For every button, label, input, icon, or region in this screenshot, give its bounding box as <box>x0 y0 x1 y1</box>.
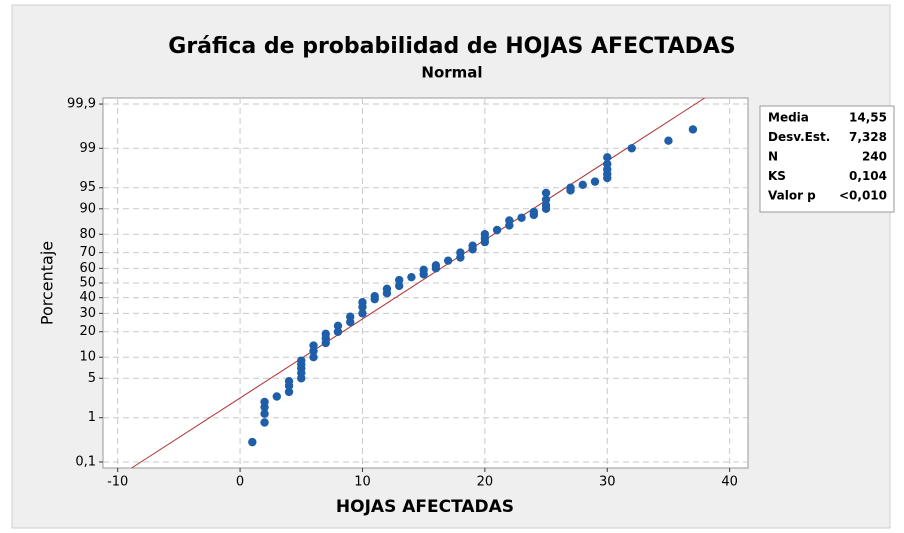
point <box>370 291 379 301</box>
y-tick-label: 80 <box>79 227 96 242</box>
point <box>505 216 514 225</box>
y-tick-label: 30 <box>79 306 96 321</box>
stat-label: N <box>768 150 778 164</box>
x-tick-label: -10 <box>107 475 128 490</box>
point <box>492 225 502 235</box>
point <box>358 309 367 318</box>
x-axis-title: HOJAS AFECTADAS <box>336 497 514 517</box>
stat-value: 240 <box>862 150 887 164</box>
stat-label: Valor p <box>768 189 816 203</box>
point <box>321 329 330 339</box>
point <box>260 418 269 427</box>
y-axis-title: Porcentaje <box>38 241 57 325</box>
point <box>358 298 367 307</box>
point <box>578 180 587 190</box>
y-tick-label: 50 <box>79 276 96 291</box>
y-tick-label: 40 <box>79 290 96 305</box>
point <box>419 265 428 275</box>
x-tick-label: 20 <box>477 475 494 490</box>
point <box>431 261 441 270</box>
point <box>272 392 281 401</box>
y-tick-label: 10 <box>79 350 96 365</box>
y-tick-label: 0,1 <box>75 454 96 469</box>
point <box>333 321 343 330</box>
point <box>566 183 575 192</box>
point <box>468 241 477 250</box>
x-tick-label: 10 <box>354 475 371 490</box>
chart-subtitle: Normal <box>421 64 482 82</box>
y-tick-label: 5 <box>88 371 96 386</box>
stat-label: Desv.Est. <box>768 130 830 144</box>
x-tick-label: 40 <box>721 475 738 490</box>
point <box>284 387 294 397</box>
point <box>590 177 600 186</box>
point <box>480 230 490 239</box>
point <box>603 153 612 162</box>
y-tick-label: 95 <box>79 180 96 195</box>
y-tick-label: 20 <box>79 324 96 339</box>
stats-box <box>759 105 895 213</box>
y-tick-label: 70 <box>79 245 96 260</box>
x-tick-label: 0 <box>236 475 244 490</box>
point <box>664 136 673 145</box>
point <box>394 275 404 285</box>
point <box>309 341 318 350</box>
y-tick-label: 90 <box>79 201 96 216</box>
point <box>382 284 392 294</box>
point <box>627 144 636 153</box>
y-tick-label: 1 <box>88 410 96 425</box>
stat-value: 7,328 <box>849 130 887 144</box>
point <box>260 409 269 418</box>
stat-value: 14,55 <box>849 111 887 125</box>
point <box>407 272 416 282</box>
point <box>297 356 306 365</box>
point <box>260 397 269 407</box>
point <box>248 437 257 447</box>
point <box>309 353 318 362</box>
point <box>284 376 294 386</box>
point <box>443 256 453 265</box>
point <box>529 207 539 217</box>
point <box>541 195 551 204</box>
stat-value: 0,104 <box>849 169 887 183</box>
point <box>346 312 355 321</box>
point <box>333 327 343 336</box>
stat-label: Media <box>768 111 809 125</box>
x-tick-label: 30 <box>599 475 616 490</box>
point <box>394 281 404 291</box>
stat-value: <0,010 <box>839 189 887 203</box>
y-tick-label: 99 <box>79 141 96 156</box>
y-tick-label: 60 <box>79 261 96 276</box>
point <box>541 188 551 198</box>
y-tick-label: 99,9 <box>67 97 96 112</box>
point <box>456 248 465 257</box>
stat-label: KS <box>768 169 786 183</box>
point <box>603 159 612 169</box>
chart-title: Gráfica de probabilidad de HOJAS AFECTAD… <box>168 34 735 59</box>
point <box>517 213 526 222</box>
point <box>688 125 698 134</box>
